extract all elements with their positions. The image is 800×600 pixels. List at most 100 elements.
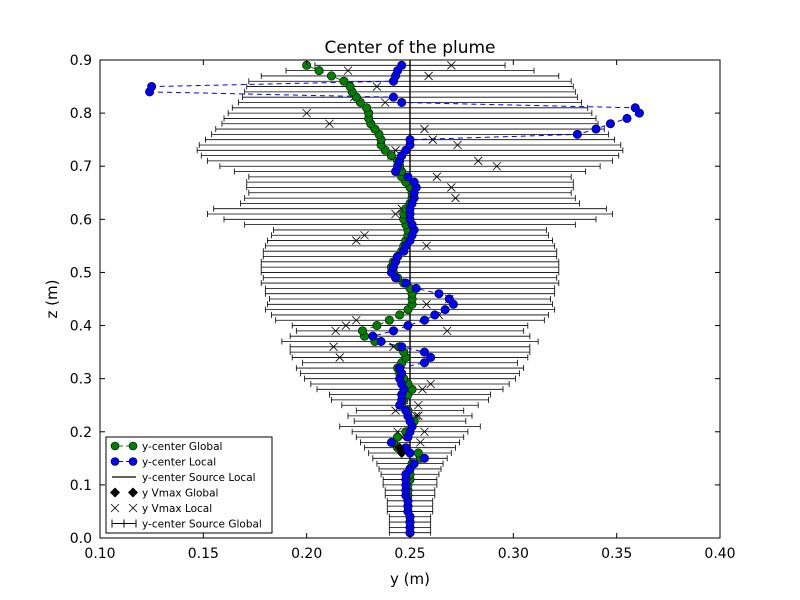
series-point-0 [345, 82, 355, 92]
vmax-local-marker [447, 183, 456, 192]
series-point-1 [395, 363, 405, 373]
series-point-1 [419, 315, 429, 325]
vmax-local-marker [413, 400, 423, 410]
legend-label: y-center Global [142, 441, 222, 453]
vmax-local-marker [428, 135, 438, 144]
legend-swatch-marker [110, 487, 120, 498]
x-tick-label: 0.35 [601, 546, 632, 562]
y-tick-label: 0.9 [70, 53, 92, 69]
vmax-local-marker [453, 140, 462, 150]
vmax-local-marker [331, 326, 340, 336]
series-point-1 [440, 305, 450, 315]
series-point-1 [403, 172, 413, 182]
x-tick-label: 0.25 [394, 546, 425, 562]
vmax-local-marker [391, 209, 400, 219]
x-axis-ticks: 0.10 0.15 0.20 0.25 0.30 0.35 0.40 [84, 60, 736, 562]
legend: y-center Global y-center Local y-center So… [105, 436, 273, 534]
series-point-1 [409, 459, 419, 469]
legend-label: y-center Source Local [142, 472, 256, 484]
series-point-1 [419, 347, 429, 357]
legend-label: y Vmax Local [142, 503, 212, 515]
series-point-0 [326, 71, 336, 81]
series-point-0 [384, 315, 394, 325]
series-point-1 [405, 135, 415, 145]
series-point-1 [591, 124, 601, 134]
legend-swatch-marker [110, 441, 120, 451]
series-point-1 [411, 283, 421, 293]
chart-title: Center of the plume [324, 38, 495, 58]
series-point-1 [630, 103, 640, 113]
vmax-local-marker [416, 438, 425, 447]
series-point-1 [393, 252, 403, 262]
series-point-1 [430, 310, 440, 320]
y-tick-label: 0.5 [70, 265, 92, 281]
vmax-local-marker [302, 108, 311, 118]
x-axis-label: y (m) [390, 570, 430, 588]
x-tick-label: 0.20 [291, 546, 322, 562]
series-point-1 [403, 321, 413, 331]
series-point-1 [397, 97, 407, 107]
vmax-local-marker [451, 193, 460, 203]
y-axis-ticks: 0.0 0.1 0.2 0.3 0.4 0.5 0.6 0.7 0.8 0.9 [70, 53, 720, 547]
vmax-global-group [394, 442, 407, 459]
vmax-local-marker [442, 326, 452, 336]
vmax-local-marker [422, 241, 431, 251]
vmax-local-marker [492, 161, 502, 171]
y-tick-label: 0.4 [70, 319, 92, 335]
vmax-local-marker [426, 379, 435, 389]
legend-label: y-center Source Global [142, 519, 262, 531]
legend-label: y Vmax Global [142, 488, 218, 500]
y-tick-label: 0.1 [70, 478, 92, 494]
legend-swatch-marker [128, 503, 138, 513]
legend-swatch-marker [128, 457, 138, 466]
vmax-local-marker [335, 353, 345, 362]
series-point-1 [434, 289, 444, 299]
y-axis-label: z (m) [43, 280, 61, 319]
series-point-1 [419, 358, 429, 368]
x-tick-label: 0.40 [704, 546, 735, 562]
y-tick-label: 0.3 [70, 372, 92, 388]
series-point-0 [339, 76, 349, 86]
vmax-local-marker [424, 71, 433, 81]
vmax-global-marker [396, 448, 407, 459]
series-point-1 [376, 336, 386, 346]
vmax-local-marker [351, 236, 361, 245]
x-tick-label: 0.10 [84, 546, 115, 562]
vmax-local-marker [418, 385, 427, 394]
series-point-1 [426, 352, 436, 362]
vmax-local-marker [329, 342, 338, 352]
series-point-1 [401, 406, 411, 416]
legend-swatch-marker [110, 503, 120, 513]
vmax-local-marker [420, 124, 429, 134]
vmax-local-marker [422, 300, 431, 309]
y-tick-label: 0.7 [70, 159, 92, 175]
series-point-1 [572, 129, 582, 139]
series-point-0 [314, 66, 324, 76]
legend-swatch-marker [128, 487, 138, 498]
vmax-local-marker [380, 98, 390, 107]
vmax-local-marker [351, 315, 361, 325]
vmax-local-marker [432, 172, 442, 182]
vmax-local-marker [447, 61, 456, 70]
series-point-1 [368, 331, 378, 341]
series-point-0 [395, 310, 405, 320]
series-point-1 [386, 437, 396, 447]
series-point-0 [372, 321, 382, 331]
legend-swatch-marker [110, 457, 120, 466]
series-point-1 [397, 342, 407, 352]
vmax-local-marker [360, 230, 369, 240]
y-tick-label: 0.6 [70, 212, 92, 228]
series-point-1 [401, 278, 411, 288]
series-point-1 [622, 113, 632, 123]
vmax-local-marker [473, 156, 483, 166]
legend-box [105, 436, 273, 534]
vmax-local-marker [341, 321, 351, 330]
series-point-1 [409, 177, 419, 187]
legend-label: y-center Local [142, 457, 216, 469]
legend-swatch-marker [128, 441, 138, 451]
series-point-1 [605, 119, 615, 129]
vmax-local-marker [420, 427, 429, 437]
vmax-local-marker [372, 82, 382, 91]
y-tick-label: 0.8 [70, 106, 92, 122]
